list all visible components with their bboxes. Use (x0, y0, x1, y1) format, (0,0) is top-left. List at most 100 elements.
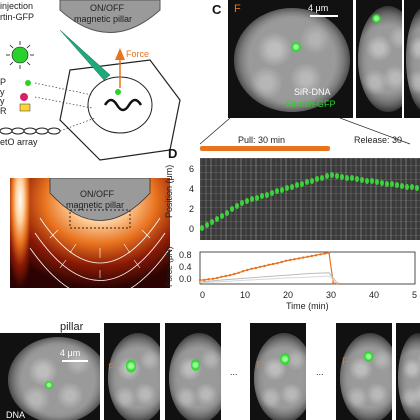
kymo-stripe (285, 158, 287, 240)
kymo-gfp-point (215, 215, 219, 222)
panel-d-label: D (168, 146, 178, 161)
panel-c-main-image: F 4 μm SiR-DNA Ferritin-GFP (228, 0, 353, 118)
force-point (280, 260, 283, 264)
f-tick-04: 0.4 (179, 262, 192, 272)
kymo-stripe (295, 158, 297, 240)
e-ellipsis-2: ... (316, 367, 324, 377)
kymo-gfp-point (285, 185, 289, 192)
kymo-gfp-point (410, 184, 414, 191)
injection-label-1: injection (0, 1, 34, 11)
force-axis-label: Force (pN) (164, 246, 174, 287)
nucleus (234, 8, 350, 112)
kymo-gfp-point (245, 197, 249, 204)
force-point (203, 278, 206, 282)
legend-magenta-dot (20, 93, 28, 101)
x-tick-20: 20 (283, 290, 294, 300)
kymo-gfp-point (200, 225, 204, 232)
kymo-stripe (410, 158, 412, 240)
gfp-spot-2 (372, 14, 381, 23)
x-tick-0: 0 (200, 290, 206, 300)
kymo-gfp-point (370, 178, 374, 185)
e-force-label-3: F (342, 356, 349, 368)
kymo-gfp-point (270, 189, 274, 196)
kymo-gfp-point (290, 183, 294, 190)
pull-bar (200, 146, 330, 151)
panel-c-scale: 4 μm (308, 3, 329, 13)
force-point (259, 265, 262, 268)
zoom-lines (199, 118, 411, 145)
needle (59, 29, 111, 81)
force-point (198, 278, 202, 282)
e-frame-2: F (104, 323, 160, 420)
e-frame-6 (396, 323, 420, 420)
kymo-stripe (265, 158, 267, 240)
legend-y1: y (0, 87, 5, 97)
kymo-stripe (305, 158, 307, 240)
kymo-stripe (415, 158, 417, 240)
kymo-gfp-point (405, 183, 409, 190)
kymo-stripe (240, 158, 242, 240)
kymo-band (200, 221, 420, 222)
kymo-gfp-point (220, 212, 224, 219)
force-frame (199, 251, 416, 285)
kymo-gfp-point (275, 188, 279, 195)
kymo-stripe (355, 158, 357, 240)
kymo-gfp-point (205, 222, 209, 229)
pull-label: Pull: 30 min (238, 135, 286, 145)
force-series-line (199, 272, 338, 284)
kymo-band (200, 214, 420, 215)
kymo-gfp-point (340, 173, 344, 180)
force-series-line (199, 275, 338, 284)
force-chart (198, 251, 416, 285)
f-tick-08: 0.8 (179, 250, 192, 260)
kymo-gfp-point (325, 173, 329, 180)
force-point (289, 258, 292, 262)
f-tick-00: 0.0 (179, 274, 192, 284)
panel-c-frame-3 (404, 0, 420, 118)
kymo-gfp-point (350, 175, 354, 182)
force-point (228, 274, 232, 277)
y-tick-4: 4 (189, 184, 195, 194)
force-point (319, 253, 322, 256)
kymo-band (200, 165, 420, 166)
kymo-gfp-point (390, 181, 394, 188)
force-point (310, 254, 313, 258)
kymo-band (200, 228, 420, 229)
kymo-stripe (400, 158, 402, 240)
kymo-stripe (215, 158, 217, 240)
kymo-gfp-point (310, 177, 314, 184)
time-axis-label: Time (min) (286, 301, 329, 311)
kymo-stripe (275, 158, 277, 240)
force-point (254, 266, 258, 270)
field-map-svg (10, 178, 170, 288)
kymo-gfp-point (315, 176, 319, 183)
kymo-gfp-point (280, 186, 284, 193)
schematic-svg (0, 0, 181, 161)
chromatin-squiggle (103, 98, 143, 112)
kymo-stripe (300, 158, 302, 240)
force-point (241, 270, 245, 273)
force-point (332, 282, 335, 285)
kymo-stripe (405, 158, 407, 240)
kymo-gfp-point (265, 191, 269, 198)
force-point (220, 275, 223, 278)
force-arrowhead (115, 48, 125, 60)
y-tick-0: 0 (189, 224, 195, 234)
kymo-gfp-point (250, 196, 254, 203)
force-point (284, 259, 288, 262)
kymo-stripe (360, 158, 362, 240)
kymo-stripe (390, 158, 392, 240)
kymo-band (200, 158, 420, 159)
kymo-stripe (225, 158, 227, 240)
kymo-gfp-point (365, 177, 369, 184)
force-point (327, 251, 331, 254)
force-point (216, 276, 219, 280)
legend-r: R (0, 106, 7, 116)
e-force-label-2: F (256, 360, 263, 372)
x-tick-30: 30 (326, 290, 337, 300)
pillar-label-1: ON/OFF (90, 3, 124, 13)
force-point (263, 264, 266, 268)
kymo-gfp-point (225, 209, 229, 216)
force-point (246, 268, 249, 272)
kymo-gfp-point (335, 173, 339, 180)
